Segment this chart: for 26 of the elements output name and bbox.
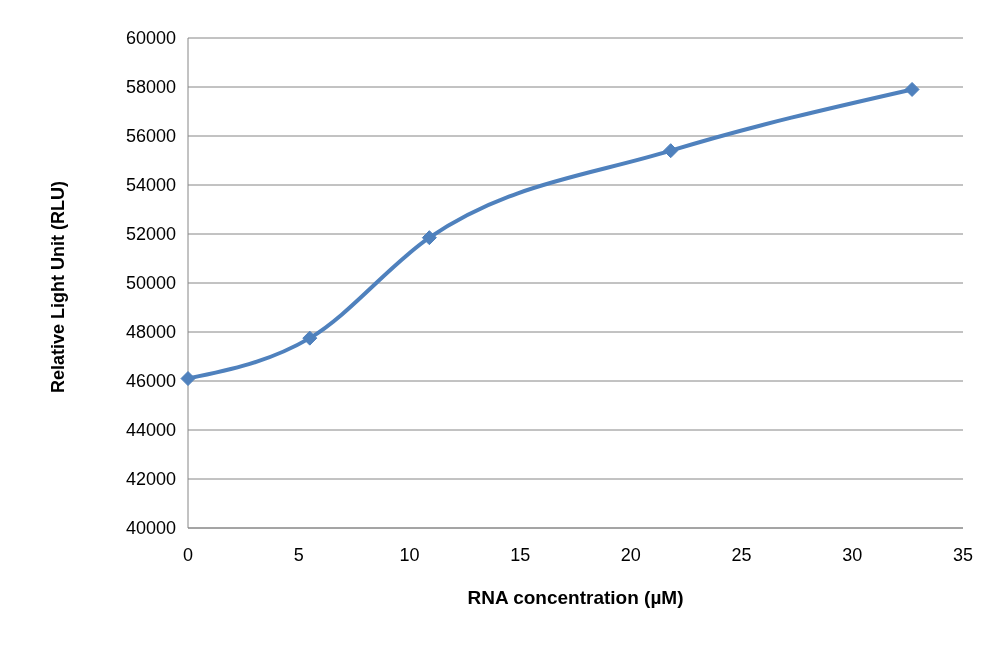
y-tick-label: 60000 (125, 28, 176, 49)
x-tick-label: 35 (952, 544, 974, 565)
y-axis-title: Relative Light Unit (RLU) (48, 181, 69, 393)
x-tick-label: 5 (293, 544, 304, 565)
y-tick-label: 56000 (125, 126, 176, 147)
x-tick-label: 15 (510, 544, 531, 565)
x-tick-label: 25 (731, 544, 752, 565)
x-axis-title: RNA concentration (µM) (467, 587, 684, 608)
y-tick-label: 48000 (125, 322, 176, 343)
y-tick-label: 42000 (125, 469, 176, 490)
point (421, 230, 437, 246)
y-tick-label: 52000 (125, 224, 176, 245)
y-tick-label: 46000 (125, 371, 176, 392)
x-tick-label: 0 (182, 544, 194, 565)
y-tick-label: 54000 (125, 175, 176, 196)
x-tick-label: 30 (842, 544, 863, 565)
y-tick-label: 40000 (125, 518, 176, 539)
y-tick-label: 58000 (125, 77, 176, 98)
y-tick-label: 50000 (125, 273, 176, 294)
point (904, 81, 920, 97)
point (663, 143, 679, 159)
point (302, 330, 318, 346)
y-tick-label: 44000 (125, 420, 176, 441)
x-tick-label: 10 (399, 544, 420, 565)
point (180, 371, 196, 387)
x-tick-label: 20 (620, 544, 641, 565)
